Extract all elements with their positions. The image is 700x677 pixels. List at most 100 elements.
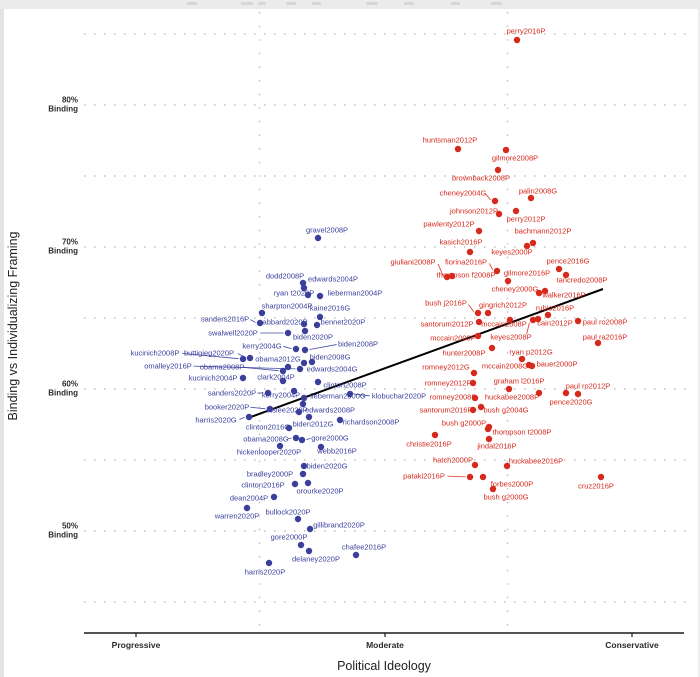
data-point	[304, 291, 312, 299]
data-point	[466, 473, 474, 481]
x-tick-label: Conservative	[605, 640, 659, 650]
data-point	[291, 480, 299, 488]
point-label: biden2020G	[307, 462, 348, 471]
cropped-text-fragment	[258, 2, 266, 5]
point-label: richardson2008P	[343, 418, 400, 427]
data-point	[316, 313, 324, 321]
data-point	[299, 279, 307, 287]
data-point	[506, 316, 514, 324]
data-point	[485, 435, 493, 443]
data-point	[314, 234, 322, 242]
data-point	[243, 504, 251, 512]
point-label: edwards2004G	[307, 365, 358, 374]
data-point	[256, 319, 264, 327]
x-tick-label: Moderate	[366, 640, 404, 650]
point-label: paul ro2012P	[566, 382, 611, 391]
point-label: romney2008P	[430, 393, 477, 402]
point-label: klobuchar2020P	[372, 392, 426, 401]
point-label: cheney2004G	[440, 189, 487, 198]
point-label: hickenlooper2020P	[237, 448, 301, 457]
data-point	[555, 265, 563, 273]
point-label: kaine2016G	[310, 304, 351, 313]
data-point	[305, 547, 313, 555]
data-point	[494, 166, 502, 174]
point-label: rubio2016P	[536, 304, 574, 313]
data-point	[284, 329, 292, 337]
point-label: swalwell2020P	[208, 329, 258, 338]
data-point	[469, 406, 477, 414]
point-label: kerry2004G	[242, 342, 281, 351]
point-label: clinton2008P	[323, 381, 366, 390]
data-point	[264, 389, 272, 397]
data-point	[488, 344, 496, 352]
leader-line	[283, 346, 292, 349]
point-label: walker2016P	[541, 291, 585, 300]
window-edge-left	[0, 9, 4, 677]
point-label: bauer2000P	[537, 360, 578, 369]
point-label: ryan p2012G	[509, 348, 553, 357]
point-label: cain2012P	[537, 319, 572, 328]
data-point	[544, 311, 552, 319]
point-label: delaney2020P	[292, 555, 340, 564]
point-label: huckabee2008P	[485, 393, 539, 402]
point-label: booker2020P	[205, 403, 250, 412]
data-point	[314, 378, 322, 386]
data-point	[475, 227, 483, 235]
data-point	[443, 273, 451, 281]
point-label: gore2000P	[271, 533, 308, 542]
data-point	[504, 277, 512, 285]
data-point	[574, 390, 582, 398]
point-label: biden2008G	[310, 353, 351, 362]
x-tick-label: Progressive	[112, 640, 161, 650]
point-label: keyes2008P	[490, 333, 531, 342]
point-label: gingrich2012P	[479, 301, 527, 310]
point-label: giuliani2008P	[390, 258, 435, 267]
leader-line	[243, 366, 279, 372]
data-point	[597, 473, 605, 481]
point-label: fiorina2016P	[445, 258, 487, 267]
data-point	[299, 470, 307, 478]
data-point	[534, 315, 542, 323]
data-point	[503, 462, 511, 470]
point-label: sanders2020P	[208, 389, 256, 398]
data-point	[528, 362, 536, 370]
leader-line	[437, 263, 444, 276]
point-label: gore2000G	[311, 434, 349, 443]
leader-line	[239, 417, 245, 420]
data-point	[466, 248, 474, 256]
data-point	[495, 210, 503, 218]
point-label: gilmore2016P	[504, 269, 550, 278]
point-label: huckabee2016P	[509, 457, 563, 466]
cropped-text-fragment	[312, 2, 321, 5]
point-label: orourke2020P	[296, 487, 343, 496]
cropped-text-fragment	[491, 2, 502, 5]
data-point	[484, 309, 492, 317]
data-point	[562, 389, 570, 397]
point-label: bullock2020P	[265, 508, 310, 517]
leader-line	[488, 263, 494, 270]
data-point	[470, 369, 478, 377]
point-label: harris2020G	[195, 416, 236, 425]
data-point	[346, 390, 354, 398]
point-label: forbes2000P	[491, 480, 534, 489]
data-point	[266, 405, 274, 413]
leader-line	[182, 352, 239, 360]
y-tick-label: 60% Binding	[48, 380, 78, 398]
y-tick-label: 70% Binding	[48, 238, 78, 256]
data-point	[448, 272, 456, 280]
point-label: pawlenty2012P	[423, 220, 474, 229]
data-point	[316, 292, 324, 300]
data-point	[294, 515, 302, 523]
point-label: keyes2000P	[491, 248, 532, 257]
data-point	[300, 320, 308, 328]
point-label: bradley2000P	[247, 470, 293, 479]
cropped-text-fragment	[451, 2, 460, 5]
data-point	[301, 346, 309, 354]
data-point	[299, 400, 307, 408]
point-label: biden2012G	[293, 420, 334, 429]
point-label: chafee2016P	[342, 543, 386, 552]
point-label: gillibrand2020P	[313, 521, 365, 530]
data-point	[295, 408, 303, 416]
data-points	[239, 36, 605, 567]
